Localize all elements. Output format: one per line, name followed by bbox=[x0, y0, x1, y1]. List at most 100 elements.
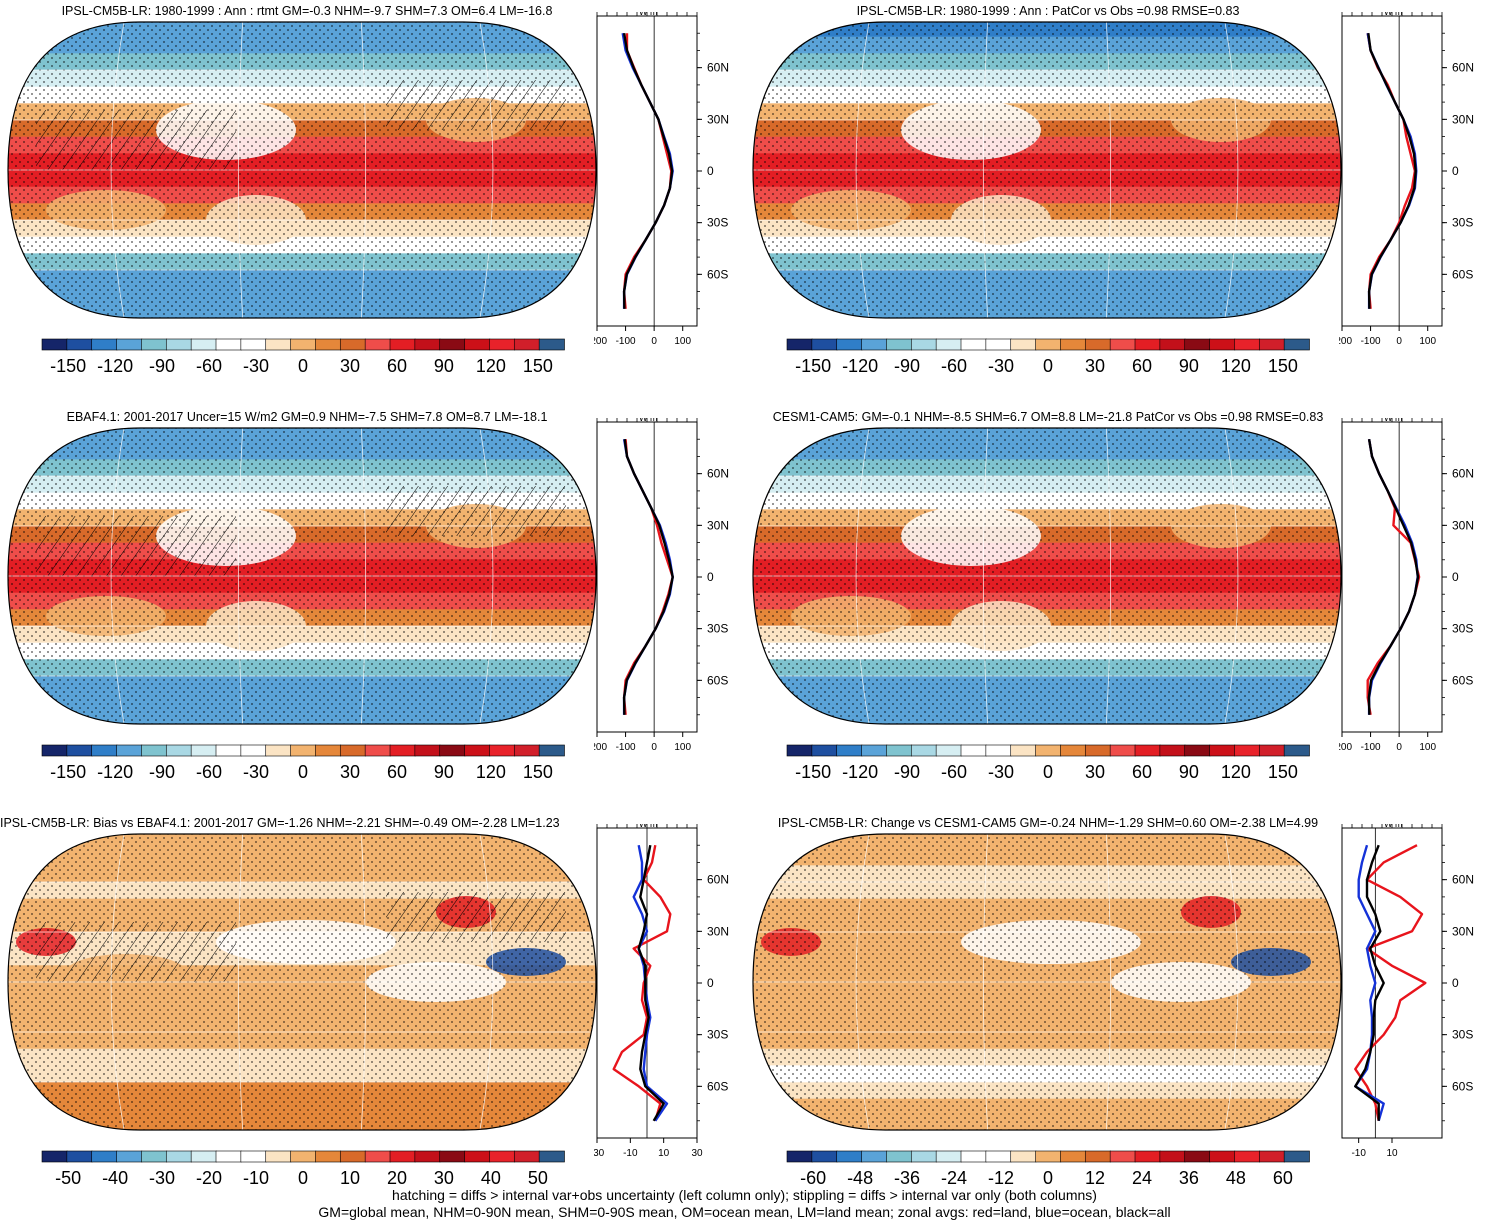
colorbar-swatch bbox=[240, 744, 267, 757]
colorbar-tick-label: 0 bbox=[298, 762, 308, 782]
colorbar-swatch bbox=[464, 744, 491, 757]
colorbar-swatch bbox=[240, 338, 267, 351]
x-tick-label: 0 bbox=[1396, 336, 1402, 347]
colorbar-tick-label: -20 bbox=[196, 1168, 222, 1188]
zonal-series-all bbox=[622, 439, 674, 715]
colorbar-swatch bbox=[439, 338, 466, 351]
colorbar-tick-label: 0 bbox=[1043, 356, 1053, 376]
colorbar-tick-label: 120 bbox=[476, 356, 506, 376]
lat-tick-label: 60N bbox=[1452, 873, 1474, 887]
colorbar-swatch bbox=[1035, 1150, 1062, 1163]
lat-tick-label: 60N bbox=[707, 61, 729, 75]
colorbar-swatch bbox=[1209, 1150, 1236, 1163]
lat-tick-label: 60S bbox=[707, 673, 728, 687]
lat-tick-label: 60S bbox=[1452, 673, 1473, 687]
colorbar-tick-label: -60 bbox=[196, 356, 222, 376]
unit-exponent: -2 bbox=[1401, 418, 1407, 419]
colorbar-swatch bbox=[1035, 744, 1062, 757]
colorbar-swatch bbox=[165, 744, 192, 757]
colorbar-tick-label: -48 bbox=[847, 1168, 873, 1188]
colorbar-swatch bbox=[1209, 338, 1236, 351]
colorbar-tick-label: -90 bbox=[149, 356, 175, 376]
lat-tick-label: 60N bbox=[707, 467, 729, 481]
colorbar-swatch bbox=[339, 338, 366, 351]
colorbar-swatch bbox=[935, 338, 962, 351]
x-tick-label: -200 bbox=[594, 742, 607, 753]
colorbar-swatch bbox=[1109, 338, 1136, 351]
lat-tick-label: 0 bbox=[707, 570, 714, 584]
colorbar-tick-label: 0 bbox=[1043, 762, 1053, 782]
colorbar-swatch bbox=[414, 744, 441, 757]
colorbar-swatch bbox=[886, 1150, 913, 1163]
colorbar-swatch bbox=[538, 338, 565, 351]
lat-tick-label: 60S bbox=[1452, 267, 1473, 281]
colorbar-swatch bbox=[290, 338, 317, 351]
map-heatmap bbox=[752, 21, 1342, 319]
zonal-series-land bbox=[612, 844, 672, 1122]
colorbar-swatch bbox=[190, 1150, 217, 1163]
lat-tick-label: 30N bbox=[707, 924, 729, 938]
colorbar-swatch bbox=[116, 744, 143, 757]
colorbar-tick-label: 150 bbox=[523, 356, 553, 376]
colorbar-tick-label: -30 bbox=[243, 762, 269, 782]
zonal-series-all bbox=[1367, 33, 1417, 309]
colorbar-swatch bbox=[414, 338, 441, 351]
colorbar-swatch bbox=[190, 744, 217, 757]
colorbar-swatch bbox=[1134, 744, 1161, 757]
colorbar-swatch bbox=[389, 338, 416, 351]
colorbar-swatch bbox=[1109, 1150, 1136, 1163]
colorbar: -150 -120 -90 -60 -30 0 30 60 90 120 150 bbox=[786, 744, 1310, 782]
colorbar-swatch bbox=[811, 744, 838, 757]
colorbar-tick-label: -120 bbox=[842, 762, 878, 782]
colorbar-swatch bbox=[489, 1150, 516, 1163]
colorbar-tick-label: -36 bbox=[894, 1168, 920, 1188]
colorbar-swatch bbox=[439, 744, 466, 757]
colorbar-swatch bbox=[1283, 1150, 1310, 1163]
colorbar-tick-label: 90 bbox=[434, 762, 454, 782]
colorbar-swatch bbox=[886, 338, 913, 351]
colorbar-tick-label: -30 bbox=[243, 356, 269, 376]
zonal-mean-plot: 60N 30N 0 30S 60S -200 -100 0 100 W m-2 bbox=[594, 12, 729, 347]
colorbar-tick-label: 60 bbox=[1273, 1168, 1293, 1188]
zonal-mean-plot: 60N 30N 0 30S 60S -200 -100 0 100 W m-2 bbox=[1339, 418, 1474, 753]
x-tick-label: 100 bbox=[674, 742, 691, 753]
colorbar-swatch bbox=[41, 744, 68, 757]
colorbar-swatch bbox=[1060, 338, 1087, 351]
colorbar-swatch bbox=[1159, 1150, 1186, 1163]
zonal-series-ocean bbox=[1367, 439, 1419, 715]
colorbar-swatch bbox=[1084, 744, 1111, 757]
colorbar-swatch bbox=[66, 338, 93, 351]
colorbar-tick-label: -30 bbox=[988, 356, 1014, 376]
lat-tick-label: 30N bbox=[1452, 518, 1474, 532]
colorbar-swatch bbox=[1060, 744, 1087, 757]
colorbar-swatch bbox=[836, 1150, 863, 1163]
colorbar-tick-label: -12 bbox=[988, 1168, 1014, 1188]
colorbar-tick-label: -40 bbox=[102, 1168, 128, 1188]
colorbar-swatch bbox=[811, 338, 838, 351]
colorbar-tick-label: -150 bbox=[795, 762, 831, 782]
panel-4: CESM1-CAM5: GM=-0.1 NHM=-8.5 SHM=6.7 OM=… bbox=[745, 406, 1489, 806]
colorbar-swatch bbox=[811, 1150, 838, 1163]
colorbar-tick-label: -90 bbox=[894, 356, 920, 376]
colorbar: -150 -120 -90 -60 -30 0 30 60 90 120 150 bbox=[786, 338, 1310, 376]
unit-label: W m bbox=[639, 12, 658, 17]
colorbar-tick-label: -150 bbox=[50, 356, 86, 376]
panel-1: IPSL-CM5B-LR: 1980-1999 : Ann : rtmt GM=… bbox=[0, 0, 744, 400]
colorbar-tick-label: 12 bbox=[1085, 1168, 1105, 1188]
colorbar: -60 -48 -36 -24 -12 0 12 24 36 48 60 bbox=[786, 1150, 1310, 1188]
colorbar-tick-label: 90 bbox=[1179, 356, 1199, 376]
lat-tick-label: 0 bbox=[707, 164, 714, 178]
lat-tick-label: 0 bbox=[1452, 164, 1459, 178]
panel-title: EBAF4.1: 2001-2017 Uncer=15 W/m2 GM=0.9 … bbox=[66, 410, 548, 424]
colorbar-swatch bbox=[1134, 338, 1161, 351]
colorbar-swatch bbox=[960, 1150, 987, 1163]
colorbar-swatch bbox=[439, 1150, 466, 1163]
map-heatmap bbox=[752, 427, 1342, 725]
colorbar-swatch bbox=[1109, 744, 1136, 757]
colorbar-swatch bbox=[985, 1150, 1012, 1163]
colorbar-tick-label: -60 bbox=[196, 762, 222, 782]
colorbar-swatch bbox=[265, 744, 292, 757]
lat-tick-label: 30S bbox=[1452, 1028, 1473, 1042]
colorbar-swatch bbox=[364, 1150, 391, 1163]
colorbar-tick-label: 10 bbox=[340, 1168, 360, 1188]
